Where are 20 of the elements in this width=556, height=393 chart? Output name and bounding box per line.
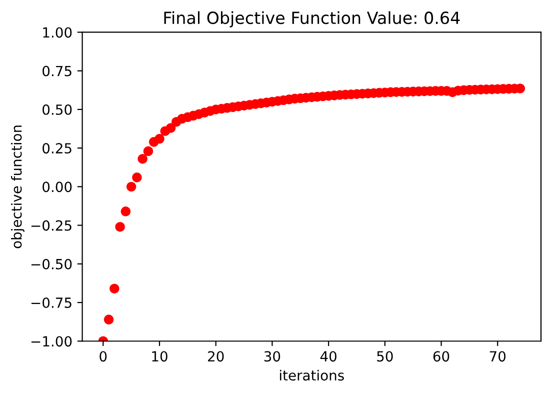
chart-title: Final Objective Function Value: 0.64 — [164, 11, 460, 28]
x-tick-label: 10 — [152, 351, 168, 362]
y-tick-label: −0.50 — [31, 258, 72, 270]
x-tick-label: 30 — [264, 351, 280, 362]
y-tick-label: 1.00 — [43, 27, 72, 38]
y-tick-label: −0.75 — [31, 297, 72, 308]
x-tick-label: 20 — [208, 351, 224, 362]
x-tick-label: 40 — [320, 351, 336, 362]
x-axis-title: iterations — [280, 370, 344, 381]
y-tick-label: −0.25 — [31, 220, 72, 231]
y-axis-title: objective function — [11, 126, 24, 248]
y-tick-label: 0.00 — [42, 182, 72, 192]
x-tick-label: 50 — [377, 351, 393, 362]
y-tick-label: 0.50 — [42, 104, 72, 115]
y-tick-label: 0.75 — [42, 66, 72, 76]
x-tick-label: 0 — [100, 351, 107, 362]
y-tick-label: 0.25 — [42, 143, 72, 154]
y-tick-label: −1.00 — [31, 336, 72, 347]
x-tick-label: 60 — [433, 351, 450, 362]
x-tick-label: 70 — [490, 351, 506, 362]
